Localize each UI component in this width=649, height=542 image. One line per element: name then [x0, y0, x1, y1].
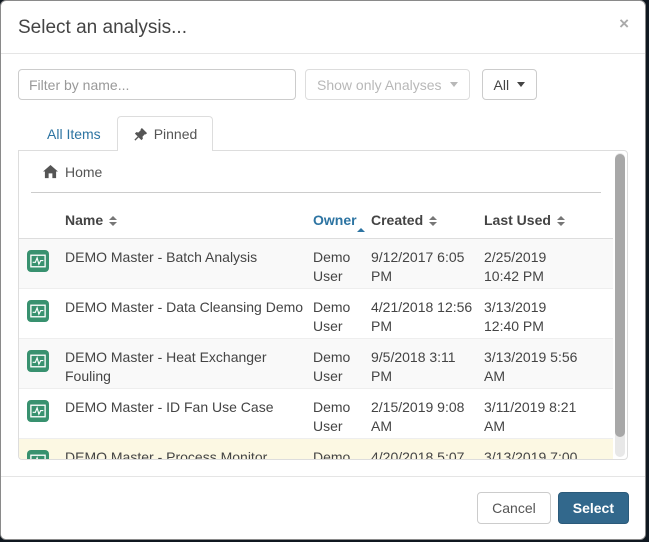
column-header-last-used[interactable]: Last Used — [484, 211, 584, 230]
scrollbar-thumb[interactable] — [615, 154, 625, 437]
sort-icon — [109, 216, 118, 227]
analysis-created: 2/15/2019 9:08 AM — [371, 399, 465, 434]
show-only-analyses-label: Show only Analyses — [317, 76, 442, 93]
analysis-owner: Demo User — [313, 399, 351, 434]
analysis-name: DEMO Master - Heat Exchanger Fouling — [65, 349, 267, 384]
sort-ascending-icon — [356, 212, 365, 233]
breadcrumb-home-label: Home — [65, 164, 103, 180]
sort-icon — [429, 216, 438, 227]
cancel-button[interactable]: Cancel — [477, 492, 551, 524]
scope-dropdown-label: All — [493, 76, 510, 93]
dialog-header: Select an analysis... × — [1, 1, 645, 54]
analysis-created: 9/12/2017 6:05 PM — [371, 249, 465, 284]
sort-icon — [556, 216, 565, 227]
analysis-owner: Demo — [313, 449, 351, 460]
column-header-name[interactable]: Name — [65, 211, 305, 230]
analysis-owner: Demo User — [313, 249, 351, 284]
analysis-last-used: 3/11/2019 8:21 AM — [484, 399, 577, 434]
analysis-icon — [27, 300, 49, 322]
breadcrumb[interactable]: Home — [31, 151, 601, 193]
dialog-body: Show only Analyses All All Items Pinned — [1, 54, 645, 476]
analysis-created: 4/21/2018 12:56 PM — [371, 299, 473, 334]
table-row[interactable]: DEMO Master - ID Fan Use Case Demo User … — [19, 389, 613, 439]
analysis-name: DEMO Master - Batch Analysis — [65, 249, 258, 265]
item-list-panel: Home Name Owner Created Last Use — [18, 150, 628, 460]
table-row[interactable]: DEMO Master - Batch Analysis Demo User 9… — [19, 239, 613, 289]
table-row[interactable]: DEMO Master - Heat Exchanger Fouling Dem… — [19, 339, 613, 389]
home-icon — [43, 165, 58, 179]
filter-by-name-input[interactable] — [18, 69, 296, 100]
tab-all-items[interactable]: All Items — [31, 116, 117, 151]
analysis-icon — [27, 400, 49, 422]
dialog-footer: Cancel Select — [1, 476, 645, 539]
analysis-last-used: 3/13/2019 7:00 — [484, 449, 578, 460]
analysis-icon — [27, 250, 49, 272]
analysis-icon — [27, 450, 49, 459]
analysis-name: DEMO Master - Data Cleansing Demo — [65, 299, 304, 315]
dialog-title: Select an analysis... — [18, 17, 187, 38]
filter-row: Show only Analyses All — [18, 69, 628, 100]
scope-dropdown[interactable]: All — [481, 69, 538, 100]
analysis-name: DEMO Master - ID Fan Use Case — [65, 399, 274, 415]
analysis-icon — [27, 350, 49, 372]
table-row[interactable]: DEMO Master - Process Monitor Demo 4/20/… — [19, 439, 613, 460]
pin-icon — [133, 127, 148, 142]
analysis-last-used: 3/13/2019 12:40 PM — [484, 299, 547, 334]
analysis-name: DEMO Master - Process Monitor — [65, 449, 268, 460]
tab-pinned[interactable]: Pinned — [116, 116, 214, 151]
tab-bar: All Items Pinned — [18, 114, 628, 151]
show-only-analyses-dropdown[interactable]: Show only Analyses — [305, 69, 470, 100]
column-header-created[interactable]: Created — [371, 211, 476, 230]
tab-all-items-label: All Items — [47, 126, 101, 142]
column-header-owner-label: Owner — [313, 212, 357, 229]
column-header-last-used-label: Last Used — [484, 212, 551, 229]
analysis-created: 9/5/2018 3:11 PM — [371, 349, 456, 384]
analysis-owner: Demo User — [313, 349, 351, 384]
scrollbar-track[interactable] — [615, 153, 625, 457]
column-header-created-label: Created — [371, 212, 424, 229]
analysis-owner: Demo User — [313, 299, 351, 334]
chevron-down-icon — [517, 82, 526, 87]
analysis-last-used: 2/25/2019 10:42 PM — [484, 249, 547, 284]
column-header-owner[interactable]: Owner — [313, 211, 365, 233]
column-header-name-label: Name — [65, 212, 104, 229]
analysis-last-used: 3/13/2019 5:56 AM — [484, 349, 578, 384]
table-header: Name Owner Created Last Used — [19, 193, 613, 239]
table-row[interactable]: DEMO Master - Data Cleansing Demo Demo U… — [19, 289, 613, 339]
chevron-down-icon — [449, 82, 458, 87]
analysis-created: 4/20/2018 5:07 — [371, 449, 465, 460]
close-icon[interactable]: × — [619, 14, 629, 33]
tab-pinned-label: Pinned — [153, 126, 198, 142]
select-button[interactable]: Select — [557, 492, 629, 524]
